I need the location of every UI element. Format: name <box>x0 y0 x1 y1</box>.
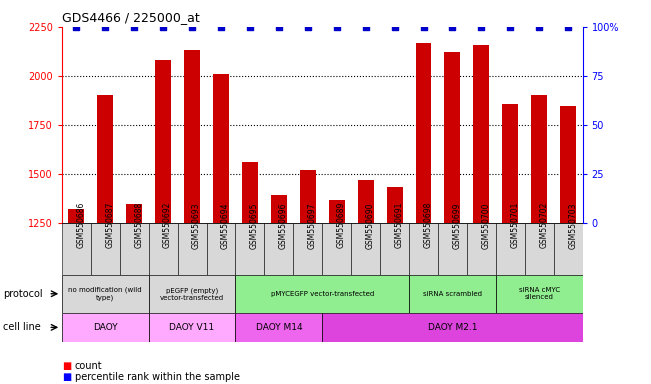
Text: GSM550695: GSM550695 <box>250 202 259 248</box>
Text: ■: ■ <box>62 361 71 371</box>
Point <box>447 24 458 30</box>
Bar <box>236 313 322 342</box>
Bar <box>62 313 148 342</box>
Bar <box>357 180 374 223</box>
Text: GSM550688: GSM550688 <box>134 202 143 248</box>
Bar <box>554 223 583 275</box>
Bar <box>148 223 178 275</box>
Point <box>100 24 111 30</box>
Bar <box>242 162 258 223</box>
Text: GSM550694: GSM550694 <box>221 202 230 248</box>
Text: siRNA scrambled: siRNA scrambled <box>423 291 482 297</box>
Bar <box>213 74 229 223</box>
Bar <box>90 223 120 275</box>
Bar <box>415 43 432 223</box>
Bar <box>184 50 200 223</box>
Point <box>303 24 313 30</box>
Text: no modification (wild
type): no modification (wild type) <box>68 287 142 301</box>
Text: cell line: cell line <box>3 322 41 333</box>
Bar <box>380 223 409 275</box>
Bar <box>322 223 351 275</box>
Text: siRNA cMYC
silenced: siRNA cMYC silenced <box>519 287 560 300</box>
Bar <box>126 204 142 223</box>
Text: GSM550697: GSM550697 <box>308 202 317 248</box>
Point <box>129 24 139 30</box>
Text: percentile rank within the sample: percentile rank within the sample <box>75 372 240 382</box>
Text: DAOY: DAOY <box>93 323 118 332</box>
Point <box>158 24 169 30</box>
Text: pMYCEGFP vector-transfected: pMYCEGFP vector-transfected <box>271 291 374 297</box>
Bar <box>62 223 90 275</box>
Point <box>505 24 516 30</box>
Bar <box>68 209 84 223</box>
Bar <box>496 223 525 275</box>
Bar <box>467 223 496 275</box>
Bar <box>409 275 496 313</box>
Text: GSM550691: GSM550691 <box>395 202 404 248</box>
Text: count: count <box>75 361 102 371</box>
Point <box>563 24 574 30</box>
Text: GSM550699: GSM550699 <box>452 202 462 248</box>
Text: ■: ■ <box>62 372 71 382</box>
Text: GSM550701: GSM550701 <box>510 202 519 248</box>
Bar <box>496 275 583 313</box>
Bar <box>409 223 438 275</box>
Point <box>71 24 81 30</box>
Text: GSM550689: GSM550689 <box>337 202 346 248</box>
Text: DAOY M2.1: DAOY M2.1 <box>428 323 477 332</box>
Text: GSM550686: GSM550686 <box>76 202 85 248</box>
Bar <box>97 95 113 223</box>
Bar <box>445 52 460 223</box>
Bar <box>264 223 294 275</box>
Bar <box>62 275 148 313</box>
Bar <box>387 187 402 223</box>
Point <box>419 24 429 30</box>
Bar <box>525 223 554 275</box>
Text: GSM550700: GSM550700 <box>481 202 490 248</box>
Text: GSM550692: GSM550692 <box>163 202 172 248</box>
Text: GSM550690: GSM550690 <box>366 202 374 248</box>
Bar <box>155 60 171 223</box>
Text: GSM550693: GSM550693 <box>192 202 201 248</box>
Text: GSM550696: GSM550696 <box>279 202 288 248</box>
Bar <box>148 275 236 313</box>
Text: pEGFP (empty)
vector-transfected: pEGFP (empty) vector-transfected <box>160 287 224 301</box>
Bar <box>120 223 148 275</box>
Bar <box>438 223 467 275</box>
Bar <box>294 223 322 275</box>
Point <box>273 24 284 30</box>
Text: DAOY M14: DAOY M14 <box>256 323 302 332</box>
Point <box>534 24 544 30</box>
Point <box>245 24 255 30</box>
Bar <box>322 313 583 342</box>
Bar <box>148 313 236 342</box>
Bar <box>236 275 409 313</box>
Bar <box>271 195 287 223</box>
Bar <box>503 104 518 223</box>
Point <box>331 24 342 30</box>
Bar <box>351 223 380 275</box>
Bar <box>206 223 236 275</box>
Bar <box>531 95 547 223</box>
Point <box>215 24 226 30</box>
Text: protocol: protocol <box>3 289 43 299</box>
Point <box>361 24 371 30</box>
Text: GDS4466 / 225000_at: GDS4466 / 225000_at <box>62 11 200 24</box>
Point <box>187 24 197 30</box>
Bar <box>300 170 316 223</box>
Text: GSM550687: GSM550687 <box>105 202 114 248</box>
Text: DAOY V11: DAOY V11 <box>169 323 215 332</box>
Bar <box>329 200 344 223</box>
Text: GSM550703: GSM550703 <box>568 202 577 248</box>
Text: GSM550702: GSM550702 <box>539 202 548 248</box>
Point <box>389 24 400 30</box>
Bar <box>178 223 206 275</box>
Point <box>476 24 486 30</box>
Bar <box>236 223 264 275</box>
Bar <box>561 106 576 223</box>
Bar <box>473 45 490 223</box>
Text: GSM550698: GSM550698 <box>424 202 432 248</box>
